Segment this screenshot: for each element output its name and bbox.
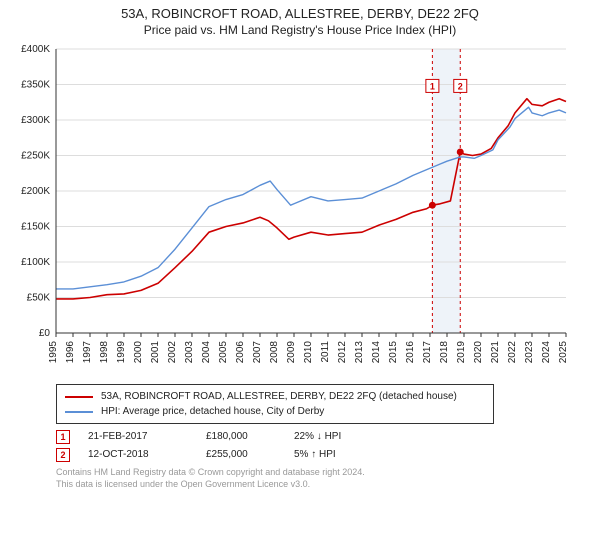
svg-text:2023: 2023 bbox=[524, 341, 535, 364]
sale-row-2: 2 12-OCT-2018 £255,000 5% ↑ HPI bbox=[56, 446, 590, 464]
svg-text:2021: 2021 bbox=[490, 341, 501, 364]
svg-text:£400K: £400K bbox=[21, 44, 50, 55]
legend-row-property: 53A, ROBINCROFT ROAD, ALLESTREE, DERBY, … bbox=[65, 389, 485, 404]
footer-line-2: This data is licensed under the Open Gov… bbox=[56, 478, 590, 490]
svg-text:£200K: £200K bbox=[21, 186, 50, 197]
svg-text:2010: 2010 bbox=[303, 341, 314, 364]
sale-delta-1: 22% ↓ HPI bbox=[294, 428, 354, 446]
svg-text:2018: 2018 bbox=[439, 341, 450, 364]
svg-text:£250K: £250K bbox=[21, 151, 50, 162]
sale-delta-2: 5% ↑ HPI bbox=[294, 446, 354, 464]
legend-swatch-hpi bbox=[65, 411, 93, 413]
svg-text:2004: 2004 bbox=[201, 341, 212, 364]
svg-text:2003: 2003 bbox=[184, 341, 195, 364]
sale-price-1: £180,000 bbox=[206, 428, 276, 446]
sale-badge-1: 1 bbox=[56, 430, 70, 444]
svg-text:2009: 2009 bbox=[286, 341, 297, 364]
sale-price-2: £255,000 bbox=[206, 446, 276, 464]
svg-text:£150K: £150K bbox=[21, 222, 50, 233]
svg-text:2020: 2020 bbox=[473, 341, 484, 364]
chart-svg: £0 £50K £100K £150K £200K £250K £300K £350K £400… bbox=[10, 43, 570, 373]
svg-text:2000: 2000 bbox=[133, 341, 144, 364]
svg-text:2007: 2007 bbox=[252, 341, 263, 364]
svg-text:2016: 2016 bbox=[405, 341, 416, 364]
svg-text:£50K: £50K bbox=[27, 293, 51, 304]
svg-text:2019: 2019 bbox=[456, 341, 467, 364]
sale-date-2: 12-OCT-2018 bbox=[88, 446, 188, 464]
legend-label-hpi: HPI: Average price, detached house, City… bbox=[101, 404, 324, 419]
svg-text:1996: 1996 bbox=[65, 341, 76, 364]
svg-text:2011: 2011 bbox=[320, 341, 331, 363]
price-chart: £0 £50K £100K £150K £200K £250K £300K £350K £400… bbox=[10, 43, 590, 378]
svg-text:2005: 2005 bbox=[218, 341, 229, 364]
svg-text:£0: £0 bbox=[39, 328, 51, 339]
svg-text:£100K: £100K bbox=[21, 257, 50, 268]
svg-text:2024: 2024 bbox=[541, 341, 552, 364]
svg-text:2025: 2025 bbox=[558, 341, 569, 364]
chart-legend: 53A, ROBINCROFT ROAD, ALLESTREE, DERBY, … bbox=[56, 384, 494, 424]
svg-text:2: 2 bbox=[458, 81, 463, 91]
svg-text:2017: 2017 bbox=[422, 341, 433, 364]
legend-label-property: 53A, ROBINCROFT ROAD, ALLESTREE, DERBY, … bbox=[101, 389, 457, 404]
svg-text:2014: 2014 bbox=[371, 341, 382, 364]
svg-text:1: 1 bbox=[430, 81, 435, 91]
svg-text:2022: 2022 bbox=[507, 341, 518, 364]
svg-text:2001: 2001 bbox=[150, 341, 161, 364]
legend-swatch-property bbox=[65, 396, 93, 398]
svg-text:£300K: £300K bbox=[21, 115, 50, 126]
svg-text:2013: 2013 bbox=[354, 341, 365, 364]
svg-text:2002: 2002 bbox=[167, 341, 178, 364]
svg-text:2012: 2012 bbox=[337, 341, 348, 364]
footer-attribution: Contains HM Land Registry data © Crown c… bbox=[56, 466, 590, 490]
svg-text:1997: 1997 bbox=[82, 341, 93, 364]
svg-text:£350K: £350K bbox=[21, 80, 50, 91]
sale-events: 1 21-FEB-2017 £180,000 22% ↓ HPI 2 12-OC… bbox=[56, 428, 590, 464]
sale-badge-2: 2 bbox=[56, 448, 70, 462]
sale-date-1: 21-FEB-2017 bbox=[88, 428, 188, 446]
svg-text:1998: 1998 bbox=[99, 341, 110, 364]
svg-text:2006: 2006 bbox=[235, 341, 246, 364]
sale-row-1: 1 21-FEB-2017 £180,000 22% ↓ HPI bbox=[56, 428, 590, 446]
svg-text:2015: 2015 bbox=[388, 341, 399, 364]
page-title: 53A, ROBINCROFT ROAD, ALLESTREE, DERBY, … bbox=[10, 6, 590, 21]
legend-row-hpi: HPI: Average price, detached house, City… bbox=[65, 404, 485, 419]
page-subtitle: Price paid vs. HM Land Registry's House … bbox=[10, 23, 590, 37]
svg-text:2008: 2008 bbox=[269, 341, 280, 364]
svg-text:1995: 1995 bbox=[48, 341, 59, 364]
svg-text:1999: 1999 bbox=[116, 341, 127, 364]
footer-line-1: Contains HM Land Registry data © Crown c… bbox=[56, 466, 590, 478]
